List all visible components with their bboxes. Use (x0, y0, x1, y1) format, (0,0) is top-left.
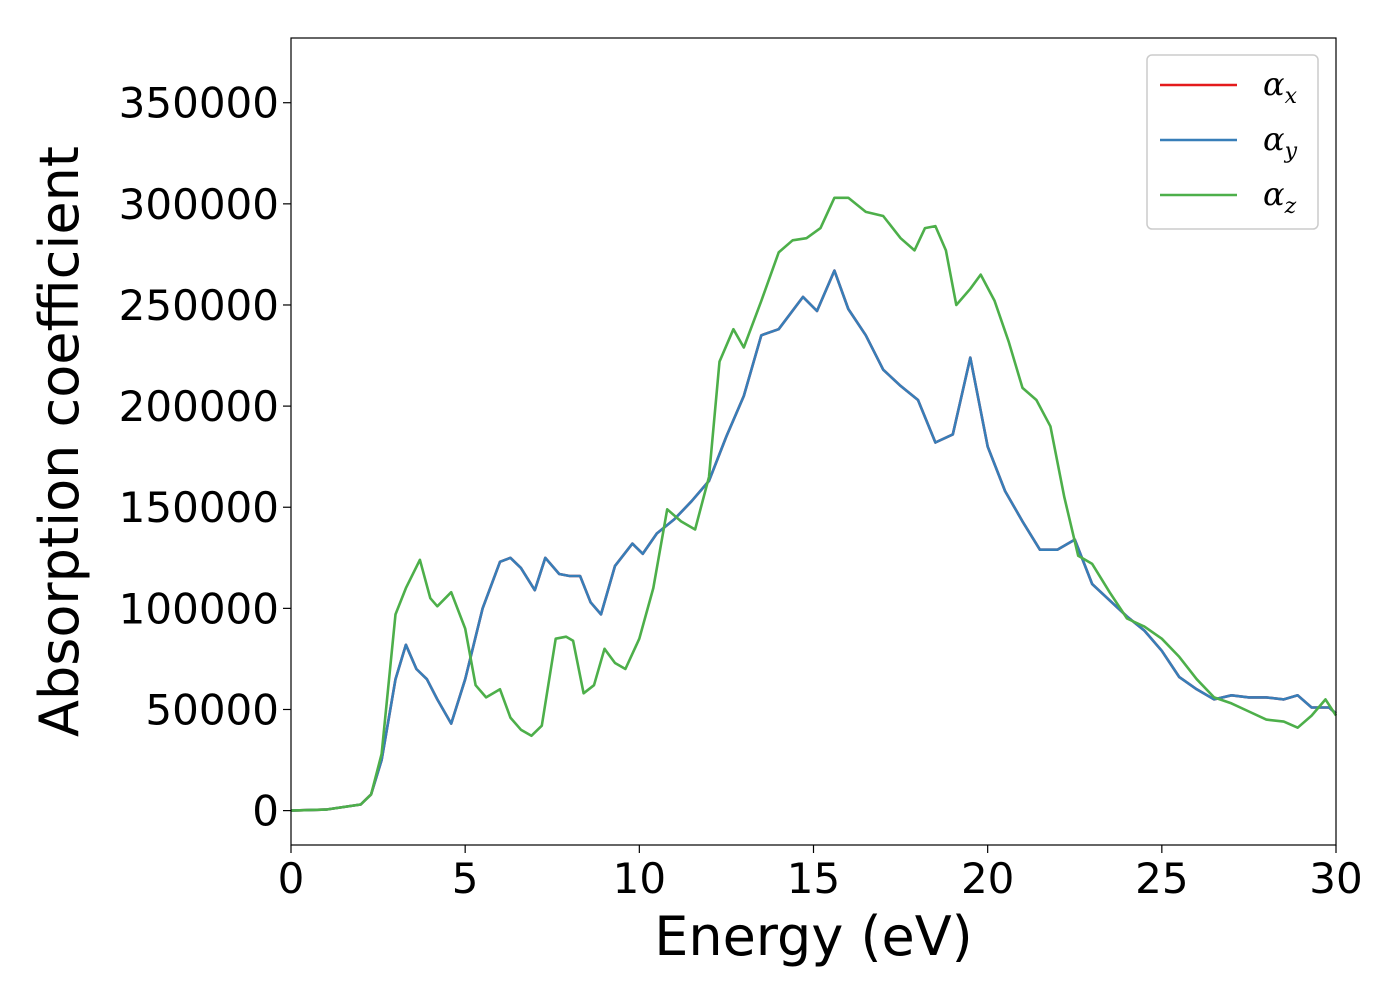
y-tick-label: 0 (252, 787, 279, 836)
plot-series (290, 196, 1338, 812)
x-tick-label: 30 (1309, 854, 1362, 903)
legend-subscript: x (1285, 84, 1298, 109)
x-tick-label: 20 (961, 854, 1014, 903)
legend-subscript: z (1284, 194, 1297, 219)
series-line-y (290, 269, 1337, 812)
y-tick-label: 150000 (119, 483, 279, 532)
series-line-z (290, 196, 1338, 812)
x-tick-label: 15 (787, 854, 840, 903)
y-tick-label: 300000 (119, 180, 279, 229)
legend-symbol: α (1263, 120, 1285, 158)
legend-box (1146, 54, 1319, 230)
legend-label-z: αz (1263, 175, 1297, 219)
y-tick-label: 100000 (119, 584, 279, 633)
legend-symbol: α (1263, 175, 1285, 213)
y-axis-ticks: 0 50000 100000 150000 200000 250000 300000 3500… (119, 79, 291, 836)
plot-frame (290, 37, 1337, 846)
x-tick-label: 0 (278, 854, 305, 903)
x-tick-label: 25 (1135, 854, 1188, 903)
legend-label-x: αx (1263, 65, 1298, 109)
legend-symbol: α (1263, 65, 1285, 103)
legend-label-y: αy (1263, 120, 1298, 164)
x-tick-label: 10 (613, 854, 666, 903)
y-tick-label: 250000 (119, 281, 279, 330)
x-tick-label: 5 (452, 854, 479, 903)
y-tick-label: 350000 (119, 79, 279, 128)
y-axis-title: Absorption coefficient (28, 146, 91, 737)
series-line-x (290, 269, 1337, 812)
y-tick-label: 200000 (119, 382, 279, 431)
x-axis-ticks: 0 5 10 15 20 25 30 (278, 845, 1363, 903)
legend-subscript: y (1284, 139, 1298, 164)
y-tick-label: 50000 (145, 685, 279, 734)
x-axis-title: Energy (eV) (654, 905, 973, 968)
